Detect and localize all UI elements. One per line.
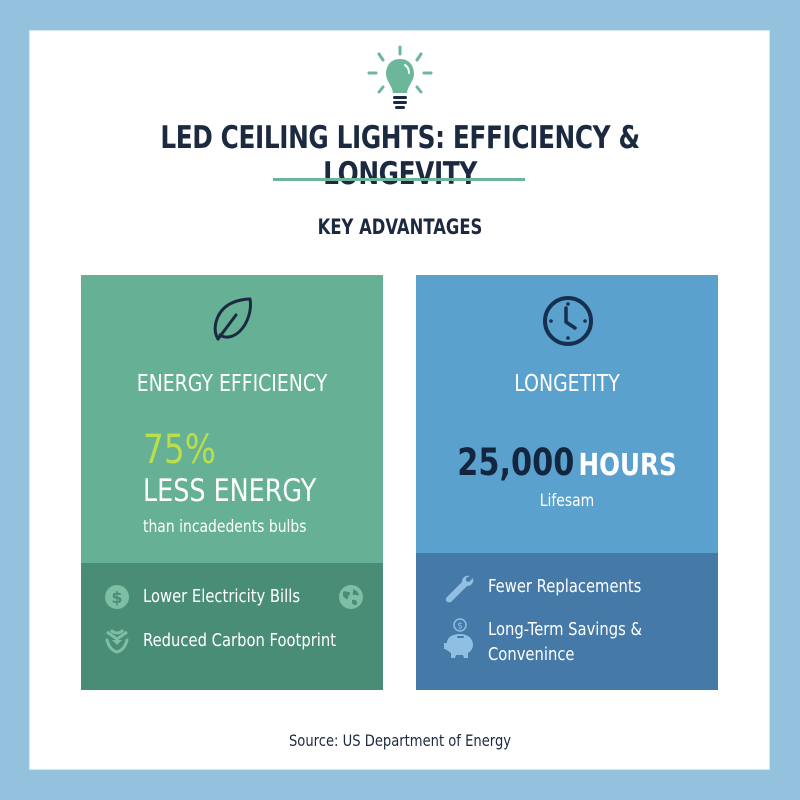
title-divider xyxy=(273,178,525,181)
globe-icon xyxy=(339,585,363,609)
energy-heading: ENERGY EFFICIENCY xyxy=(136,371,328,397)
benefit-long-term-savings-line2: Convenince xyxy=(488,644,575,665)
piggy-bank-icon: $ xyxy=(444,618,473,658)
longevity-stat: 25,000 HOURS xyxy=(443,441,691,484)
leaf-icon xyxy=(213,297,252,341)
energy-efficiency-panel: ENERGY EFFICIENCY 75% LESS ENERGY than i… xyxy=(81,275,383,690)
svg-text:$: $ xyxy=(457,622,463,632)
benefit-long-term-savings: Long-Term Savings & Convenince xyxy=(488,617,642,667)
lightbulb-icon xyxy=(367,45,433,109)
energy-stat-value: 75% xyxy=(143,427,216,473)
benefit-lower-bills: Lower Electricity Bills xyxy=(143,586,301,607)
benefit-fewer-replacements: Fewer Replacements xyxy=(488,576,642,597)
page-title: LED CEILING LIGHTS: EFFICIENCY & LONGEVI… xyxy=(160,120,640,192)
longevity-stat-value: 25,000 xyxy=(457,441,575,484)
energy-stat-caption: than incadedents bulbs xyxy=(143,517,307,537)
longevity-heading: LONGETITY xyxy=(514,371,620,397)
energy-benefits-section xyxy=(81,563,383,690)
source-citation: Source: US Department of Energy xyxy=(288,731,512,750)
longevity-panel: LONGETITY 25,000 HOURS Lifesam Fewer Rep… xyxy=(416,275,718,690)
clock-icon xyxy=(543,296,593,346)
dollar-coin-icon: $ xyxy=(105,585,129,609)
carbon-badge-icon xyxy=(105,628,129,654)
longevity-benefits-section xyxy=(416,553,718,690)
wrench-icon xyxy=(445,575,474,603)
longevity-stat-unit: HOURS xyxy=(578,448,677,483)
benefit-carbon-footprint: Reduced Carbon Footprint xyxy=(143,630,337,651)
svg-text:$: $ xyxy=(111,588,122,607)
benefit-long-term-savings-line1: Long-Term Savings & xyxy=(488,619,643,640)
section-subtitle: KEY ADVANTAGES xyxy=(317,215,483,239)
longevity-stat-caption: Lifesam xyxy=(539,491,595,511)
energy-stat-label: LESS ENERGY xyxy=(143,473,317,509)
